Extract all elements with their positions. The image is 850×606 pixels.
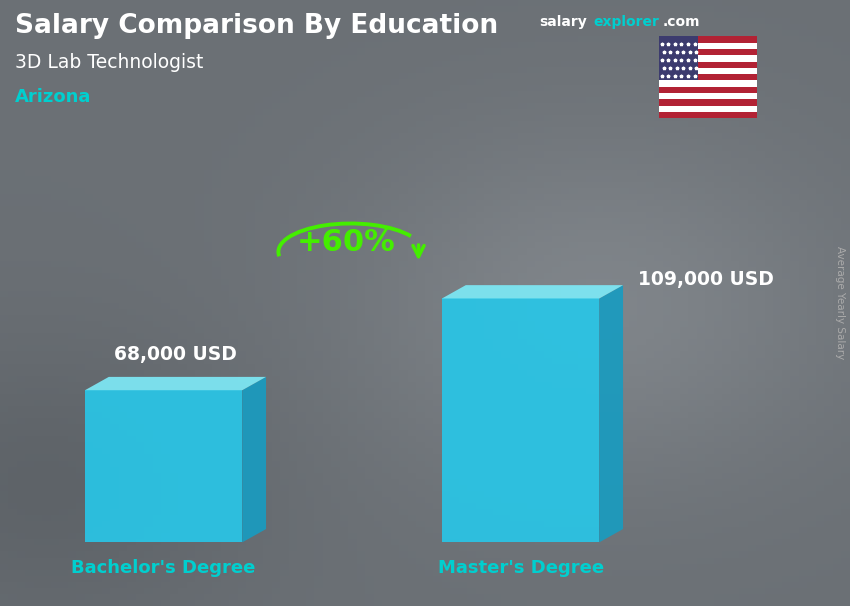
Bar — [659, 99, 756, 105]
Text: Salary Comparison By Education: Salary Comparison By Education — [15, 13, 498, 39]
Bar — [659, 87, 756, 93]
Text: 68,000 USD: 68,000 USD — [114, 345, 237, 364]
Polygon shape — [442, 285, 623, 299]
Polygon shape — [85, 377, 266, 390]
Bar — [659, 42, 756, 49]
Bar — [659, 93, 756, 99]
Text: 109,000 USD: 109,000 USD — [638, 270, 774, 288]
Text: .com: .com — [663, 15, 700, 29]
Bar — [659, 105, 756, 112]
Text: Average Yearly Salary: Average Yearly Salary — [835, 247, 845, 359]
Text: Master's Degree: Master's Degree — [438, 559, 604, 578]
Bar — [659, 36, 756, 42]
Text: Arizona: Arizona — [15, 88, 92, 106]
Polygon shape — [85, 390, 242, 542]
Text: 3D Lab Technologist: 3D Lab Technologist — [15, 53, 204, 72]
Text: +60%: +60% — [297, 228, 396, 257]
Bar — [659, 36, 698, 81]
Bar — [659, 68, 756, 74]
Bar — [659, 81, 756, 87]
Bar — [659, 49, 756, 55]
Bar — [659, 55, 756, 62]
Bar — [659, 74, 756, 81]
Text: explorer: explorer — [593, 15, 659, 29]
Polygon shape — [599, 285, 623, 542]
Text: salary: salary — [540, 15, 587, 29]
Polygon shape — [442, 299, 599, 542]
Bar — [659, 112, 756, 118]
Bar — [659, 62, 756, 68]
Polygon shape — [242, 377, 266, 542]
Text: Bachelor's Degree: Bachelor's Degree — [71, 559, 256, 578]
